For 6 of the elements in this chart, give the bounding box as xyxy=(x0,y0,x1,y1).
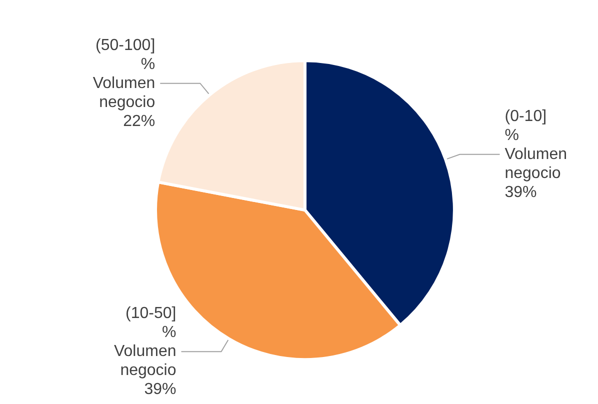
data-label: 39% xyxy=(144,381,176,398)
data-label: 39% xyxy=(504,184,537,201)
data-label: 22% xyxy=(123,112,156,130)
slice-label: (0-10] % Volumen negocio xyxy=(504,108,567,182)
slice-label: (50-100] % Volumen negocio xyxy=(92,36,156,111)
slice-label: (10-50] % Volumen negocio xyxy=(114,305,176,380)
